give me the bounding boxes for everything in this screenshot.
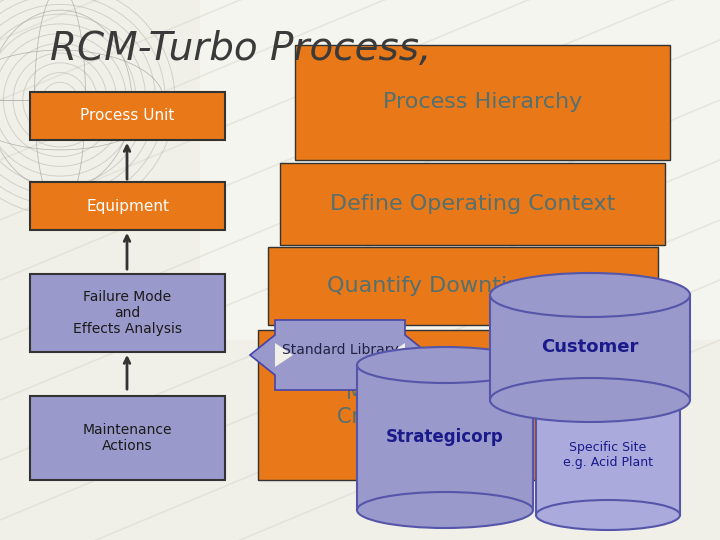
Text: RCM-Turbo Process,: RCM-Turbo Process, [50,30,431,68]
Text: Failure Mode
and
Effects Analysis: Failure Mode and Effects Analysis [73,290,182,336]
Polygon shape [536,395,680,515]
Ellipse shape [536,500,680,530]
Text: Customer: Customer [541,339,639,356]
Text: Strategicorp: Strategicorp [386,429,504,447]
Ellipse shape [536,380,680,410]
FancyBboxPatch shape [280,163,665,245]
Text: Process Unit: Process Unit [81,109,175,124]
Text: Define Operating Context: Define Operating Context [330,194,615,214]
Text: Process Hierarchy: Process Hierarchy [383,92,582,112]
Ellipse shape [490,273,690,317]
Polygon shape [490,295,690,400]
Text: Maintenance-centric
Criticality Assessment: Maintenance-centric Criticality Assessme… [338,383,569,427]
FancyBboxPatch shape [30,396,225,480]
Ellipse shape [490,378,690,422]
FancyBboxPatch shape [258,330,648,480]
Text: Standard Library: Standard Library [282,343,398,357]
Polygon shape [250,320,430,390]
FancyBboxPatch shape [30,92,225,140]
Polygon shape [387,343,405,367]
Polygon shape [275,343,293,367]
Polygon shape [357,365,533,510]
FancyBboxPatch shape [268,247,658,325]
Ellipse shape [357,492,533,528]
FancyBboxPatch shape [30,182,225,230]
Text: Quantify Downtime Cost: Quantify Downtime Cost [327,276,599,296]
Text: Equipment: Equipment [86,199,169,213]
FancyBboxPatch shape [200,0,720,340]
FancyBboxPatch shape [295,45,670,160]
Ellipse shape [357,347,533,383]
Text: Specific Site
e.g. Acid Plant: Specific Site e.g. Acid Plant [563,441,653,469]
Text: Maintenance
Actions: Maintenance Actions [83,423,172,453]
FancyBboxPatch shape [30,274,225,352]
